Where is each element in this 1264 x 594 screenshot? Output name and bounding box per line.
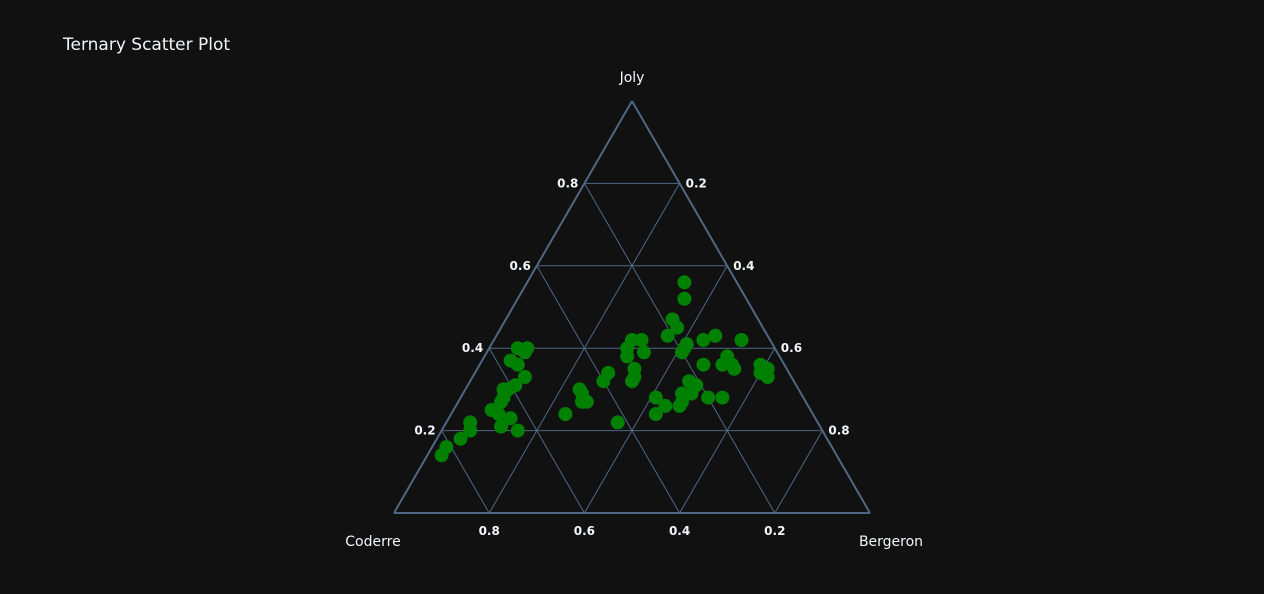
- data-point: [510, 423, 525, 438]
- data-point: [620, 349, 635, 364]
- data-point: [727, 361, 742, 376]
- grid-line-bergeron: [774, 430, 823, 514]
- data-point: [610, 415, 625, 430]
- data-point: [575, 394, 589, 409]
- data-point: [484, 403, 499, 417]
- data-point: [508, 378, 523, 393]
- data-point: [503, 353, 518, 368]
- tick-label-coderre: 0.4: [669, 524, 690, 538]
- grid-line-bergeron: [583, 265, 728, 514]
- ternary-frame: [393, 100, 871, 514]
- scatter-points: [434, 275, 775, 463]
- axis-title-joly: Joly: [619, 70, 645, 86]
- grid-line-coderre: [536, 265, 681, 514]
- data-point: [701, 390, 716, 405]
- data-point: [734, 333, 749, 347]
- data-point: [434, 448, 449, 463]
- data-point: [510, 341, 525, 356]
- tick-label-joly: 0.4: [462, 341, 483, 355]
- data-point: [672, 398, 687, 413]
- data-point: [648, 390, 663, 405]
- tick-label-joly: 0.6: [510, 259, 531, 273]
- grid-line-coderre: [488, 347, 585, 514]
- data-point: [715, 390, 730, 405]
- data-point: [453, 431, 468, 446]
- axis-title-bergeron: Bergeron: [859, 534, 923, 550]
- tick-label-joly: 0.2: [414, 424, 435, 438]
- data-point: [494, 419, 509, 434]
- ternary-tick-labels: 0.2 0.4 0.6 0.8 0.2 0.4 0.6 0.8 0.2 0.4 0.6 0.8: [414, 176, 849, 538]
- data-point: [715, 357, 730, 372]
- tick-label-bergeron: 0.4: [733, 259, 754, 273]
- data-point: [708, 328, 723, 343]
- tick-label-joly: 0.8: [557, 176, 578, 190]
- data-point: [648, 407, 663, 422]
- chart-title: Ternary Scatter Plot: [62, 35, 230, 55]
- data-point: [596, 374, 611, 389]
- data-point: [675, 345, 689, 360]
- data-point: [558, 407, 573, 422]
- data-point: [636, 345, 651, 360]
- data-point: [463, 423, 478, 438]
- data-point: [658, 398, 673, 413]
- tick-label-coderre: 0.2: [764, 524, 785, 538]
- data-point: [696, 357, 711, 372]
- tick-label-coderre: 0.6: [574, 524, 595, 538]
- data-point: [660, 328, 675, 343]
- tick-label-bergeron: 0.2: [686, 176, 707, 190]
- frame-edge-right: [631, 100, 871, 514]
- tick-label-coderre: 0.8: [479, 524, 500, 538]
- data-point: [625, 374, 639, 389]
- data-point: [677, 291, 692, 306]
- tick-label-bergeron: 0.6: [781, 341, 802, 355]
- data-point: [677, 275, 692, 290]
- tick-label-bergeron: 0.8: [828, 424, 849, 438]
- frame-edge-left: [393, 100, 633, 514]
- data-point: [760, 370, 775, 384]
- data-point: [503, 411, 518, 426]
- data-point: [670, 320, 685, 335]
- data-point: [696, 333, 711, 347]
- data-point: [517, 370, 532, 384]
- axis-title-coderre: Coderre: [345, 534, 400, 550]
